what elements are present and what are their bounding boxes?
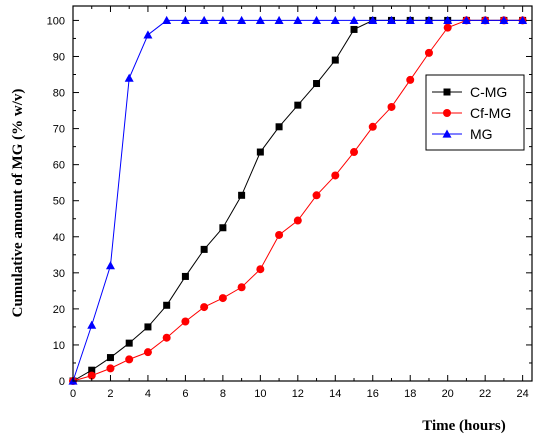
x-axis-title: Time (hours)	[422, 418, 505, 434]
y-tick-label: 50	[53, 196, 65, 208]
data-point-mg	[443, 15, 453, 25]
data-point-cf-mg	[350, 148, 359, 157]
data-point-cf-mg	[331, 171, 340, 180]
y-tick-label: 100	[47, 15, 65, 27]
x-tick-label: 8	[220, 388, 226, 400]
axis-layer: 0 2 4 6 8 10 12 14 16 18 20 22 240102030405060708090…	[47, 5, 533, 400]
legend-marker-mg	[442, 129, 452, 138]
x-tick-label: 4	[145, 388, 151, 400]
data-point-mg	[274, 15, 284, 25]
data-point-c-mg	[350, 25, 358, 33]
data-point-cf-mg	[106, 364, 115, 373]
x-tick-label: 12	[292, 388, 304, 400]
data-point-cf-mg	[87, 371, 96, 380]
plot-frame	[72, 5, 533, 382]
data-point-mg	[461, 15, 471, 25]
x-tick-label: 18	[404, 388, 416, 400]
data-point-mg	[499, 15, 509, 25]
series-mg	[68, 15, 528, 385]
legend-label-mg: MG	[470, 126, 493, 142]
data-point-mg	[368, 15, 378, 25]
legend: C-MG Cf-MG MG	[425, 74, 525, 151]
legend-label-c-mg: C-MG	[470, 84, 507, 100]
y-tick-label: 10	[53, 340, 65, 352]
data-point-mg	[218, 15, 228, 25]
data-point-cf-mg	[218, 294, 227, 303]
data-point-cf-mg	[143, 348, 152, 357]
data-point-mg	[255, 15, 265, 25]
x-tick-label: 6	[182, 388, 188, 400]
data-point-cf-mg	[368, 122, 377, 131]
y-tick-label: 60	[53, 160, 65, 172]
data-point-mg	[405, 15, 415, 25]
legend-label-cf-mg: Cf-MG	[470, 105, 511, 121]
data-point-mg	[87, 320, 97, 329]
data-point-c-mg	[275, 123, 283, 131]
data-point-c-mg	[163, 301, 171, 309]
data-point-cf-mg	[406, 75, 415, 84]
data-point-mg	[124, 73, 134, 82]
x-tick-label: 2	[107, 388, 113, 400]
y-tick-label: 40	[53, 232, 65, 244]
y-tick-label: 20	[53, 304, 65, 316]
data-point-mg	[105, 261, 115, 270]
data-point-mg	[312, 15, 322, 25]
data-point-cf-mg	[200, 303, 209, 312]
data-point-mg	[143, 30, 153, 39]
x-tick-label: 0	[70, 388, 76, 400]
data-point-cf-mg	[181, 317, 190, 326]
y-tick-label: 70	[53, 124, 65, 136]
data-point-cf-mg	[424, 48, 433, 57]
data-point-c-mg	[106, 354, 114, 362]
data-point-mg	[199, 15, 209, 25]
y-tick-label: 0	[59, 376, 65, 388]
plot-layer	[68, 15, 528, 385]
data-point-c-mg	[144, 323, 152, 331]
data-point-mg	[480, 15, 490, 25]
data-point-c-mg	[331, 56, 339, 64]
data-point-mg	[180, 15, 190, 25]
data-point-c-mg	[294, 101, 302, 109]
y-tick-label: 80	[53, 88, 65, 100]
data-point-mg	[424, 15, 434, 25]
x-tick-label: 22	[479, 388, 491, 400]
data-point-mg	[293, 15, 303, 25]
data-point-cf-mg	[312, 191, 321, 200]
data-point-cf-mg	[275, 230, 284, 239]
data-point-c-mg	[200, 245, 208, 253]
data-point-cf-mg	[293, 216, 302, 225]
data-point-c-mg	[313, 80, 321, 88]
data-point-c-mg	[238, 191, 246, 199]
data-point-cf-mg	[162, 333, 171, 342]
x-tick-label: 24	[517, 388, 529, 400]
data-point-cf-mg	[237, 283, 246, 292]
data-point-mg	[518, 15, 528, 25]
data-point-c-mg	[181, 272, 189, 280]
data-point-c-mg	[256, 148, 264, 156]
data-point-c-mg	[125, 339, 133, 347]
y-axis-title: Cumulative amount of MG (% w/v)	[10, 89, 26, 318]
data-point-c-mg	[88, 366, 96, 374]
data-point-mg	[386, 15, 396, 25]
data-point-mg	[349, 15, 359, 25]
data-point-c-mg	[219, 224, 227, 232]
legend-marker-c-mg	[443, 88, 451, 96]
data-point-cf-mg	[443, 23, 452, 32]
x-tick-label: 16	[367, 388, 379, 400]
y-tick-label: 30	[53, 268, 65, 280]
data-point-cf-mg	[256, 265, 265, 274]
y-tick-label: 90	[53, 51, 65, 63]
data-point-mg	[162, 15, 172, 25]
data-point-mg	[237, 15, 247, 25]
data-point-cf-mg	[125, 355, 134, 364]
data-point-mg	[330, 15, 340, 25]
x-tick-label: 10	[254, 388, 266, 400]
legend-marker-cf-mg	[443, 109, 451, 117]
data-point-cf-mg	[387, 102, 396, 111]
x-tick-label: 20	[442, 388, 454, 400]
x-tick-label: 14	[329, 388, 341, 400]
